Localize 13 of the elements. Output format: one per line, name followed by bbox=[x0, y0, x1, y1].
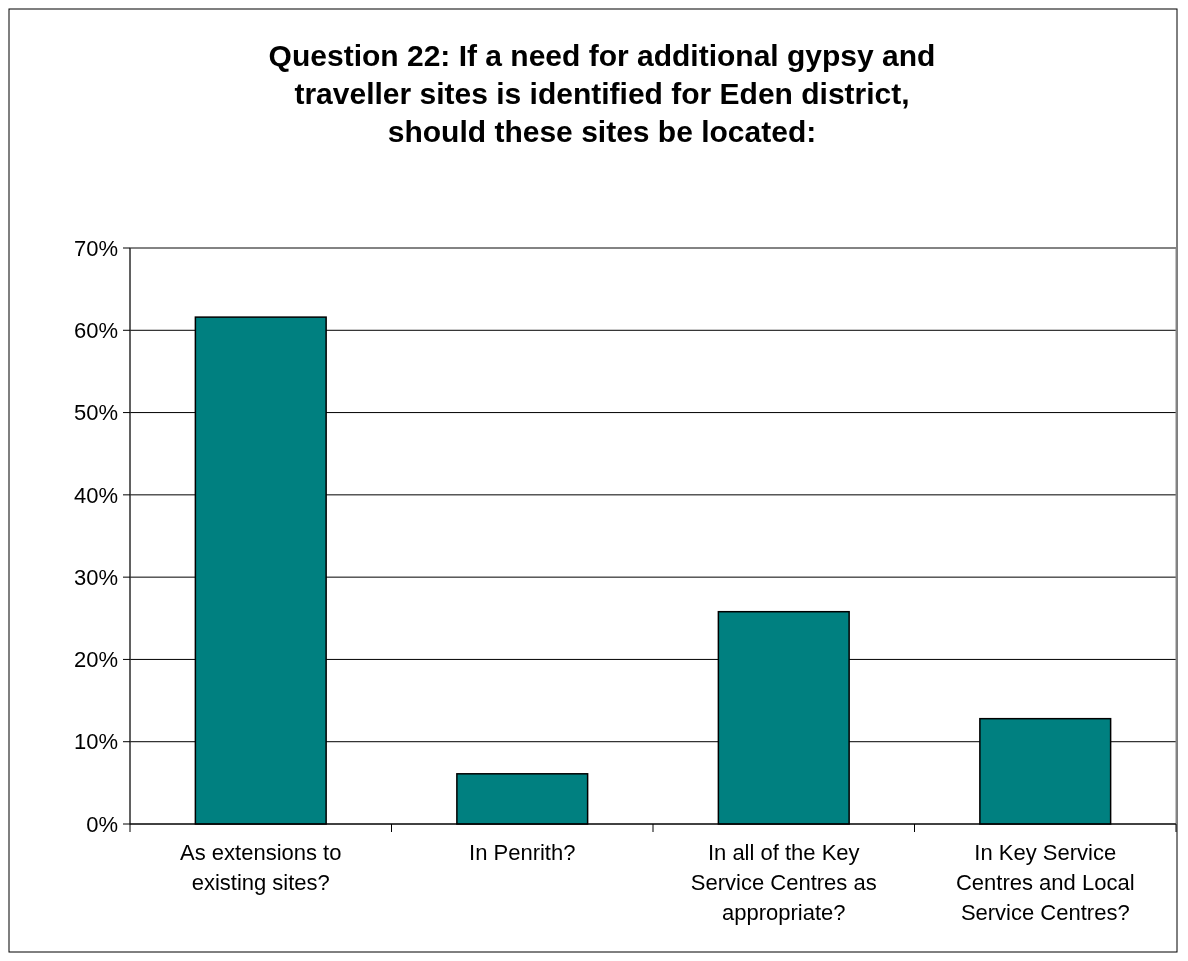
x-tick-label: In Penrith? bbox=[469, 840, 576, 865]
y-tick-label: 40% bbox=[73, 482, 118, 508]
y-tick-label: 20% bbox=[73, 647, 118, 673]
y-tick-label: 30% bbox=[73, 564, 118, 590]
y-tick-label: 50% bbox=[73, 400, 118, 426]
y-tick-label: 10% bbox=[73, 729, 118, 755]
x-tick-label: As extensions to existing sites? bbox=[180, 840, 342, 895]
y-tick-label: 0% bbox=[86, 811, 118, 837]
y-tick-label: 60% bbox=[73, 317, 118, 343]
chart-title: Question 22: If a need for additional gypsy and traveller sites is identified for Eden district, should these sites be located: bbox=[268, 39, 936, 148]
y-tick-label: 70% bbox=[73, 235, 118, 261]
x-tick-label: In all of the Key Service Centres as appropriate? bbox=[690, 840, 877, 925]
x-tick-label: In Key Service Centres and Local Service Centres? bbox=[955, 840, 1135, 925]
